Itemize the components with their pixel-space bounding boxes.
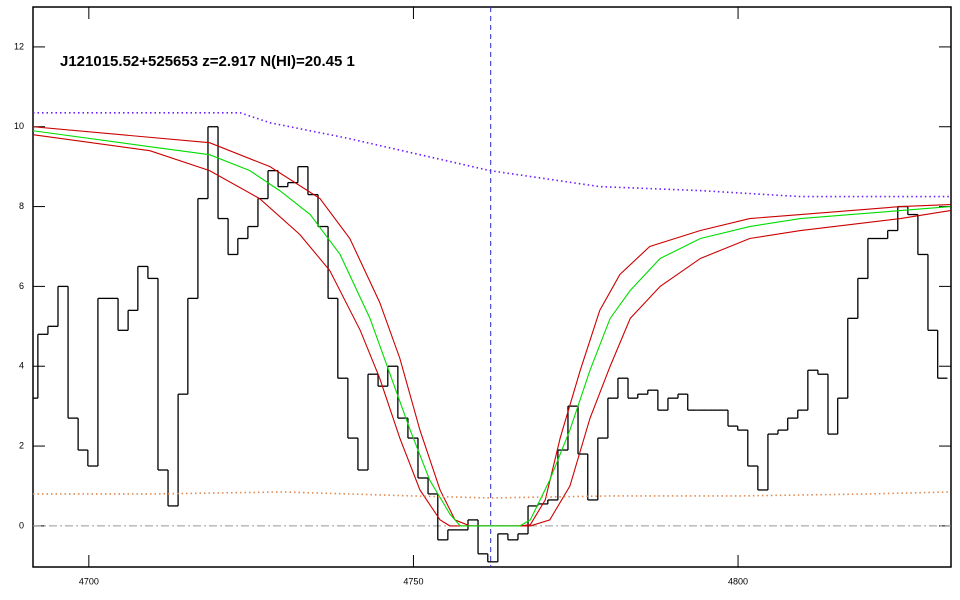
- model-line: [32, 126, 951, 527]
- y-tick-label: 2: [19, 440, 24, 450]
- x-tick-label: 4750: [403, 576, 423, 586]
- model-line: [32, 134, 951, 527]
- model-line: [33, 111, 951, 198]
- y-tick-label: 12: [14, 41, 24, 51]
- y-tick-label: 4: [19, 361, 24, 371]
- y-tick-label: 8: [19, 201, 24, 211]
- y-tick-label: 10: [14, 121, 24, 131]
- model-line: [32, 130, 951, 527]
- plot-frame: [32, 6, 952, 568]
- chart-title: J121015.52+525653 z=2.917 N(HI)=20.45 1: [60, 53, 355, 70]
- x-tick-label: 4700: [79, 576, 99, 586]
- y-tick-label: 0: [19, 520, 24, 530]
- y-tick-label: 6: [19, 281, 24, 291]
- x-tick-label: 4800: [728, 576, 748, 586]
- model-line: [33, 491, 951, 499]
